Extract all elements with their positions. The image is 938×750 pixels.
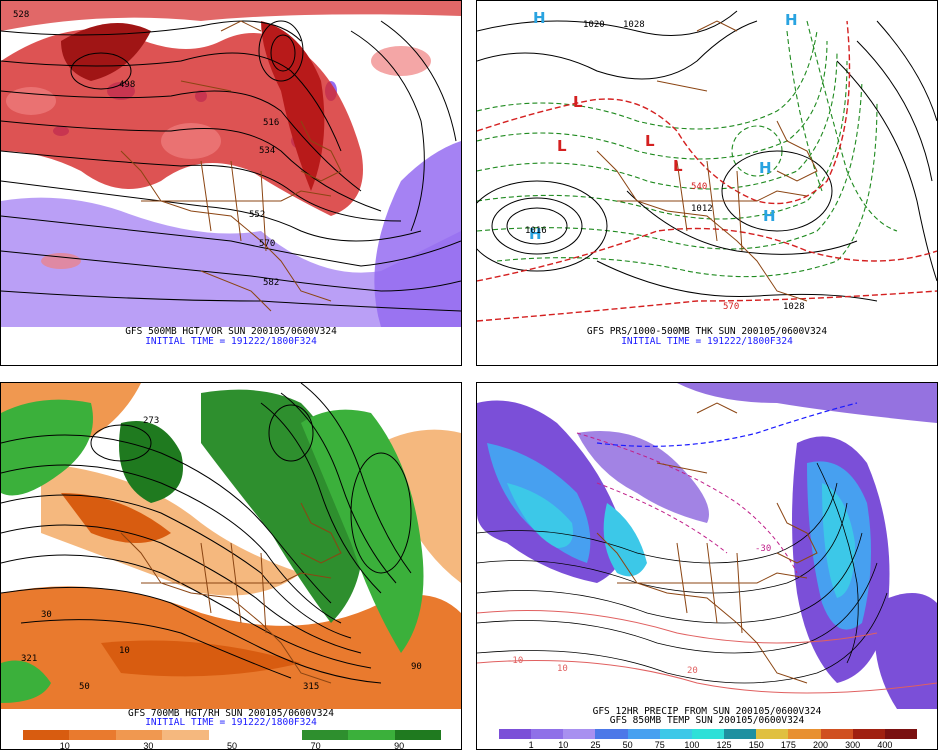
- colorbar-swatch: [499, 729, 532, 739]
- colorbar-swatch: [531, 729, 564, 739]
- colorbar-swatch: [756, 729, 789, 739]
- isobar-label: 1020: [583, 20, 605, 30]
- isobar-label: 1028: [783, 302, 805, 312]
- colorbar-swatch: [691, 729, 725, 739]
- map-caption: GFS PRS/1000-500MB THK SUN 200105/0600V3…: [586, 326, 828, 337]
- map-500mb: 528 498 516 534 552 570 582: [1, 1, 461, 327]
- contour-label: 498: [119, 80, 135, 90]
- colorbar-tick-label: 1: [528, 740, 534, 750]
- rh-label: 50: [79, 682, 90, 692]
- map-caption: GFS 700MB HGT/RH SUN 200105/0600V324: [128, 708, 334, 719]
- initial-time: INITIAL TIME = 191222/1800F324: [621, 336, 793, 347]
- initial-time: INITIAL TIME = 191222/1800F324: [145, 717, 317, 728]
- contour-label: 534: [259, 146, 275, 156]
- colorbar-tick-label: 400: [877, 740, 893, 750]
- colorbar-swatch: [208, 730, 256, 740]
- isobar-label: 1016: [525, 226, 547, 236]
- precip-colorbar: [499, 729, 918, 739]
- initial-time: INITIAL TIME = 191222/1800F324: [145, 336, 317, 347]
- contour-label: 552: [249, 210, 265, 220]
- contour-label: 315: [303, 682, 319, 692]
- contour-label: 516: [263, 118, 279, 128]
- colorbar-swatch: [162, 730, 209, 740]
- map-700mb: 273 30 321 10 50 90 315: [1, 383, 461, 709]
- colorbar-swatch: [563, 729, 596, 739]
- rh-colorbar-labels: 10 30 50 70 90: [23, 741, 441, 750]
- low-pressure-symbol: L: [573, 93, 583, 111]
- colorbar-tick-label: 30: [143, 741, 154, 750]
- temp-label: -10: [507, 656, 523, 666]
- colorbar-swatch: [595, 729, 628, 739]
- isobar-label: 1012: [691, 204, 713, 214]
- high-pressure-symbol: H: [785, 11, 798, 29]
- colorbar-tick-label: 50: [226, 741, 238, 750]
- colorbar-swatch: [884, 729, 918, 739]
- high-pressure-symbol: H: [533, 9, 546, 27]
- rh-colorbar: [23, 730, 441, 740]
- temp-label: 20: [687, 666, 698, 676]
- colorbar-tick-label: 100: [684, 740, 700, 750]
- panel-precip-850mb-temp: -10 10 20 -30 GFS 12HR PRECIP FROM SUN 2…: [476, 382, 938, 750]
- colorbar-tick-label: 175: [780, 740, 796, 750]
- map-caption: GFS 12HR PRECIP FROM SUN 200105/0600V324: [592, 706, 822, 717]
- contour-label: 582: [263, 278, 279, 288]
- rh-label: 30: [41, 610, 52, 620]
- colorbar-swatch: [255, 730, 302, 740]
- colorbar-tick-label: 70: [310, 741, 321, 750]
- colorbar-tick-label: 10: [59, 741, 70, 750]
- colorbar-swatch: [820, 729, 853, 739]
- panel-prs-thickness: H H L L L L H H H 1020 1028 1016 540 570…: [476, 0, 938, 366]
- colorbar-swatch: [69, 730, 116, 740]
- high-pressure-symbol: H: [763, 207, 776, 225]
- panel-700mb-hgt-rh: 273 30 321 10 50 90 315 GFS 700MB HGT/RH…: [0, 382, 462, 750]
- isobar-label: 1028: [623, 20, 645, 30]
- colorbar-swatch: [852, 729, 885, 739]
- temp-label: 10: [557, 664, 568, 674]
- colorbar-swatch: [394, 730, 441, 740]
- high-pressure-symbol: H: [759, 159, 772, 177]
- colorbar-swatch: [788, 729, 821, 739]
- colorbar-tick-label: 25: [590, 740, 601, 750]
- map-precip: -10 10 20 -30: [477, 383, 937, 709]
- rh-label: 10: [119, 646, 130, 656]
- colorbar-swatch: [301, 730, 349, 740]
- precip-colorbar-labels: 1 10 25 50 75 100 125 150 175 200 300 400: [499, 740, 917, 750]
- panel-500mb-hgt-vor: 528 498 516 534 552 570 582 GFS 500MB HG…: [0, 0, 462, 366]
- colorbar-swatch: [724, 729, 757, 739]
- thickness-label: 570: [723, 302, 739, 312]
- colorbar-swatch: [23, 730, 70, 740]
- colorbar-swatch: [627, 729, 660, 739]
- map-prs-thk: H H L L L L H H H 1020 1028 1016 540 570…: [477, 1, 937, 327]
- temp-label: -30: [755, 544, 771, 554]
- contour-label: 570: [259, 239, 275, 249]
- colorbar-swatch: [348, 730, 395, 740]
- contour-label: 321: [21, 654, 37, 664]
- rh-label: 90: [411, 662, 422, 672]
- colorbar-swatch: [659, 729, 692, 739]
- contour-label: 273: [143, 416, 159, 426]
- colorbar-tick-label: 150: [748, 740, 764, 750]
- colorbar-tick-label: 90: [394, 741, 405, 750]
- low-pressure-symbol: L: [673, 157, 683, 175]
- colorbar-swatch: [115, 730, 163, 740]
- low-pressure-symbol: L: [645, 132, 655, 150]
- map-caption: GFS 850MB TEMP SUN 200105/0600V324: [609, 715, 805, 726]
- colorbar-tick-label: 10: [558, 740, 569, 750]
- colorbar-tick-label: 75: [654, 740, 665, 750]
- high-pressure-symbol: H: [529, 225, 542, 243]
- colorbar-tick-label: 300: [845, 740, 861, 750]
- low-pressure-symbol: L: [557, 137, 567, 155]
- thickness-label: 540: [691, 182, 707, 192]
- colorbar-tick-label: 125: [716, 740, 732, 750]
- colorbar-tick-label: 200: [813, 740, 829, 750]
- contour-label: 528: [13, 10, 29, 20]
- map-caption: GFS 500MB HGT/VOR SUN 200105/0600V324: [125, 326, 337, 337]
- colorbar-tick-label: 50: [622, 740, 633, 750]
